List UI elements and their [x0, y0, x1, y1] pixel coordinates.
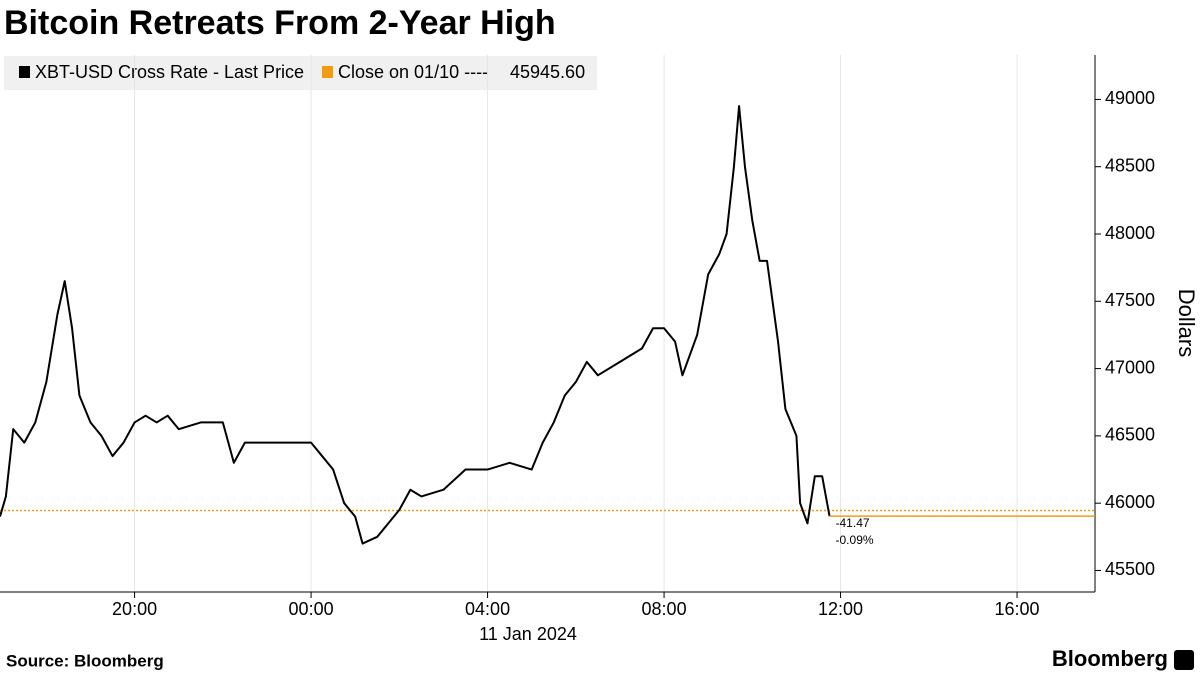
x-tick-label: 04:00	[465, 599, 510, 619]
legend	[4, 56, 597, 90]
x-tick-label: 16:00	[995, 599, 1040, 619]
brand-icon	[1174, 650, 1194, 670]
legend-value: 45945.60	[510, 62, 585, 82]
y-tick-label: 46500	[1105, 425, 1155, 445]
y-tick-label: 48500	[1105, 155, 1155, 175]
x-tick-label: 20:00	[112, 599, 157, 619]
y-tick-label: 47000	[1105, 357, 1155, 377]
legend-swatch	[19, 66, 30, 78]
change-label: -0.09%	[836, 533, 874, 547]
y-tick-label: 49000	[1105, 88, 1155, 108]
brand: Bloomberg	[1052, 646, 1168, 671]
x-tick-label: 12:00	[818, 599, 863, 619]
y-tick-label: 46000	[1105, 492, 1155, 512]
y-tick-label: 45500	[1105, 559, 1155, 579]
legend-swatch	[322, 66, 333, 78]
legend-label: Close on 01/10 ----	[338, 62, 488, 82]
y-tick-label: 48000	[1105, 223, 1155, 243]
chart-title: Bitcoin Retreats From 2-Year High	[4, 4, 556, 42]
x-sublabel: 11 Jan 2024	[479, 624, 577, 644]
x-tick-label: 08:00	[642, 599, 687, 619]
source: Source: Bloomberg	[6, 651, 164, 670]
legend-label: XBT-USD Cross Rate - Last Price	[35, 62, 304, 82]
y-axis-label: Dollars	[1174, 289, 1199, 357]
price-line	[0, 105, 831, 545]
y-tick-label: 47500	[1105, 290, 1155, 310]
x-tick-label: 00:00	[289, 599, 334, 619]
change-label: -41.47	[836, 516, 870, 530]
